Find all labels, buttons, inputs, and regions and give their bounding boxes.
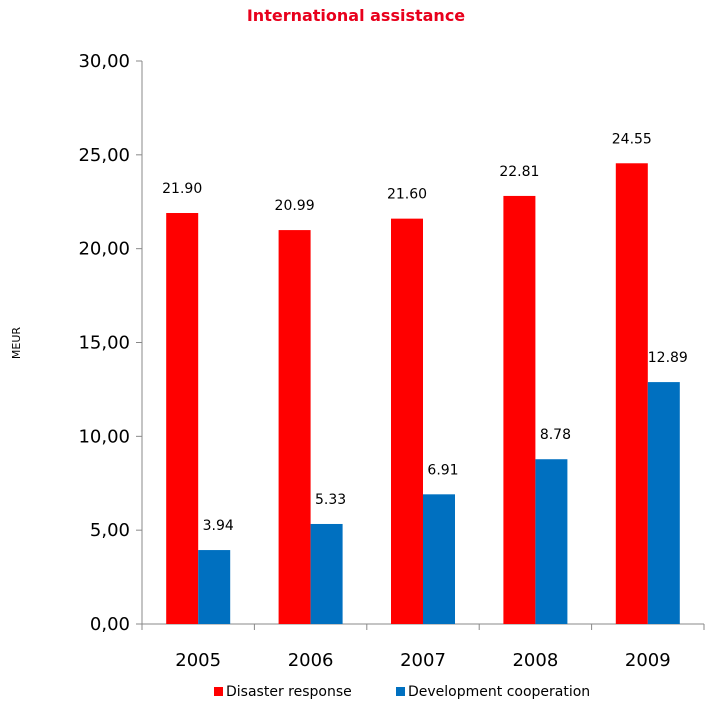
x-tick-label: 2008: [512, 650, 558, 671]
y-tick-label: 5,00: [90, 520, 130, 541]
data-label: 24.55: [612, 131, 652, 147]
bar: [310, 523, 343, 624]
y-axis-label: MEUR: [10, 327, 23, 359]
bars: [166, 163, 680, 625]
bar: [647, 382, 680, 624]
data-label: 3.94: [203, 518, 234, 534]
data-label: 21.60: [387, 187, 427, 203]
axes: 0,00 5,00 10,00 15,00 20,00 25,00 30,00 2005 200…: [78, 51, 705, 671]
legend: Disaster response Development cooperation: [214, 684, 590, 700]
bar: [391, 218, 423, 624]
bar: [503, 195, 536, 625]
y-tick-label: 10,00: [78, 426, 130, 447]
data-label: 12.89: [648, 350, 688, 366]
bar: [198, 550, 231, 624]
bar: [615, 163, 648, 625]
x-tick-label: 2005: [175, 650, 221, 671]
bar: [423, 494, 455, 624]
legend-swatch: [214, 687, 223, 696]
legend-label: Development cooperation: [408, 684, 590, 700]
data-label: 6.91: [427, 462, 458, 478]
y-tick-label: 15,00: [78, 333, 130, 354]
x-tick-label: 2007: [400, 650, 446, 671]
data-labels: 21.90 20.99 21.60 22.81 24.55 3.94 5.33 6.91 8.7…: [162, 131, 688, 534]
y-tick-label: 30,00: [78, 51, 130, 72]
bar: [278, 230, 311, 625]
data-label: 5.33: [315, 492, 346, 508]
x-tick-label: 2006: [288, 650, 334, 671]
y-tick-label: 20,00: [78, 239, 130, 260]
legend-swatch: [396, 687, 405, 696]
bar: [535, 459, 568, 624]
chart-title: International assistance: [246, 6, 466, 25]
bar: [166, 213, 199, 624]
data-label: 22.81: [499, 164, 539, 180]
y-tick-label: 0,00: [90, 614, 130, 635]
data-label: 8.78: [540, 427, 571, 443]
x-tick-label: 2009: [625, 650, 671, 671]
data-label: 20.99: [275, 198, 315, 214]
data-label: 21.90: [162, 181, 202, 197]
y-tick-label: 25,00: [78, 145, 130, 166]
legend-label: Disaster response: [226, 684, 352, 700]
